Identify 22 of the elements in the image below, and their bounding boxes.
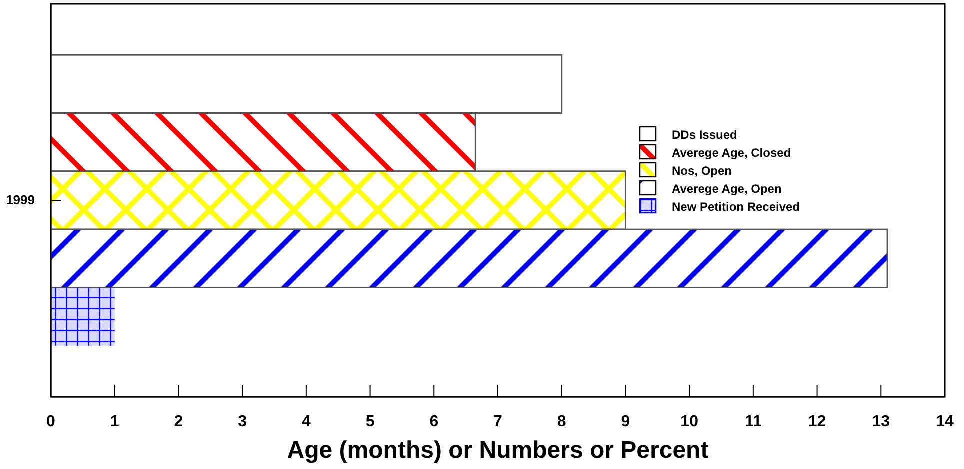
x-tick-label: 4 [302, 413, 311, 430]
x-tick-label: 10 [680, 413, 699, 430]
x-tick-label: 1 [110, 413, 120, 430]
x-tick-label: 2 [174, 413, 184, 430]
x-tick-label: 3 [238, 413, 248, 430]
x-tick-label: 6 [430, 413, 439, 430]
legend-label: Averege Age, Open [672, 182, 782, 196]
legend-label: Nos, Open [672, 164, 732, 178]
x-tick-label: 12 [808, 413, 826, 430]
x-tick-label: 0 [46, 413, 56, 430]
x-tick-label: 7 [494, 413, 503, 430]
x-axis-title: Age (months) or Numbers or Percent [287, 437, 709, 464]
x-tick-label: 13 [872, 413, 890, 430]
legend-label: Averege Age, Closed [672, 146, 792, 160]
x-tick-label: 8 [557, 413, 566, 430]
legend-label: DDs Issued [672, 128, 738, 142]
x-tick-label: 9 [621, 413, 630, 430]
y-tick-label: 1999 [6, 192, 35, 208]
x-tick-label: 5 [366, 413, 375, 430]
legend-label: New Petition Received [672, 200, 800, 214]
x-tick-label: 11 [744, 413, 762, 430]
x-tick-label: 14 [936, 413, 954, 430]
